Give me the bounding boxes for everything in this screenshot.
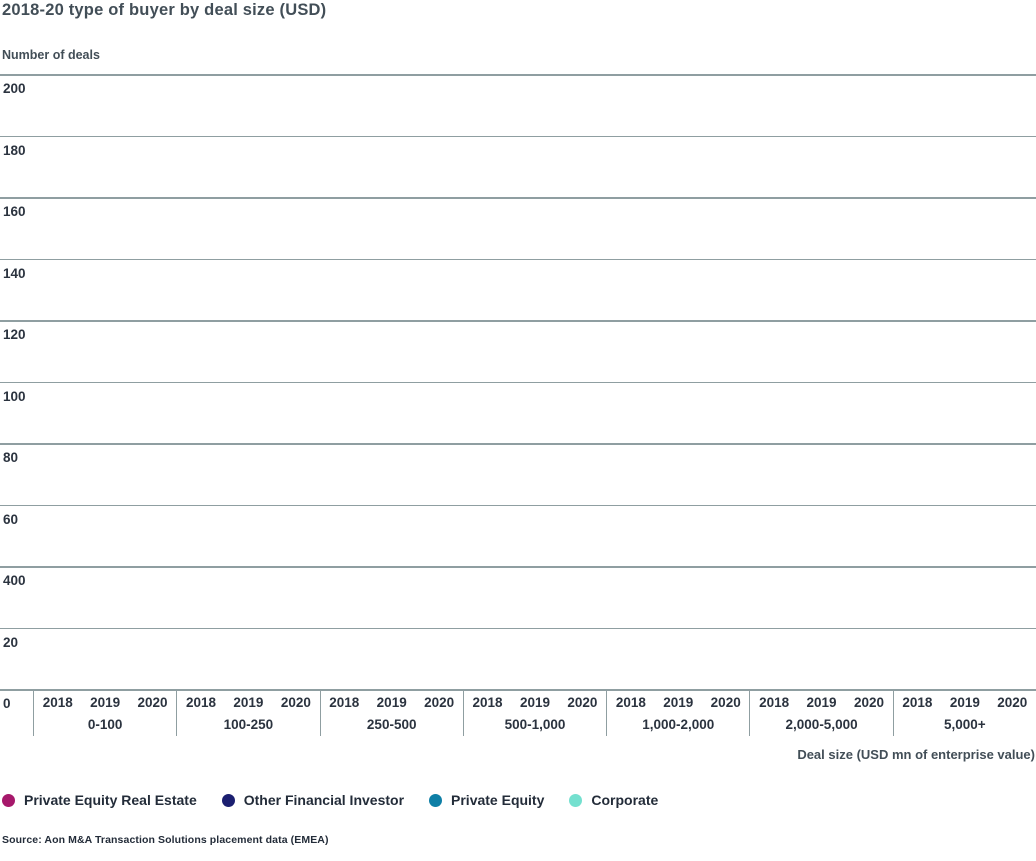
chart-title: 2018-20 type of buyer by deal size (USD) bbox=[2, 1, 327, 19]
legend: Private Equity Real Estate Other Financia… bbox=[2, 790, 658, 810]
deal-size-label: 0-100 bbox=[87, 717, 123, 732]
gridline bbox=[0, 258, 1036, 260]
year-label: 2020 bbox=[710, 695, 741, 710]
year-labels: 2018 2019 2020 bbox=[750, 695, 892, 710]
x-axis-group: 2018 2019 2020 250-500 bbox=[319, 690, 463, 736]
year-label: 2018 bbox=[615, 695, 646, 710]
year-label: 2020 bbox=[997, 695, 1028, 710]
year-labels: 2018 2019 2020 bbox=[464, 695, 606, 710]
year-label: 2020 bbox=[137, 695, 168, 710]
x-axis-group: 2018 2019 2020 5,000+ bbox=[892, 690, 1036, 736]
legend-item: Other Financial Investor bbox=[221, 792, 405, 808]
x-axis: 2018 2019 2020 0-100 2018 2019 2020 100-250 2018… bbox=[0, 690, 1036, 742]
y-tick-label: 80 bbox=[3, 450, 19, 465]
deal-size-label: 500-1,000 bbox=[504, 717, 566, 732]
year-labels: 2018 2019 2020 bbox=[607, 695, 749, 710]
x-axis-title: Deal size (USD mn of enterprise value) bbox=[797, 747, 1035, 762]
y-tick-label: 20 bbox=[3, 634, 19, 650]
year-label: 2020 bbox=[280, 695, 311, 710]
y-tick-label: 180 bbox=[3, 142, 26, 158]
gridline bbox=[0, 566, 1036, 568]
deal-size-label: 2,000-5,000 bbox=[785, 717, 858, 732]
year-label: 2018 bbox=[472, 695, 503, 710]
deal-size-label: 100-250 bbox=[223, 717, 274, 732]
year-label: 2018 bbox=[329, 695, 360, 710]
year-label: 2018 bbox=[42, 695, 73, 710]
x-axis-group: 2018 2019 2020 500-1,000 bbox=[462, 690, 606, 736]
source-note: Source: Aon M&A Transaction Solutions pl… bbox=[2, 834, 329, 846]
legend-dot-icon bbox=[2, 793, 15, 807]
plot-area: 200 180 160 140 120 100 80 60 400 20 0 bbox=[0, 74, 1036, 711]
year-labels: 2018 2019 2020 bbox=[177, 695, 319, 710]
year-labels: 2018 2019 2020 bbox=[321, 695, 463, 710]
year-label: 2019 bbox=[806, 695, 837, 710]
deal-size-label: 250-500 bbox=[366, 717, 417, 732]
legend-label: Other Financial Investor bbox=[243, 792, 405, 808]
gridline bbox=[0, 320, 1036, 322]
gridline bbox=[0, 197, 1036, 199]
year-label: 2020 bbox=[567, 695, 598, 710]
legend-label: Private Equity Real Estate bbox=[24, 792, 197, 808]
y-tick-label: 60 bbox=[3, 511, 19, 527]
x-axis-group: 2018 2019 2020 2,000-5,000 bbox=[749, 690, 892, 736]
gridline bbox=[0, 504, 1036, 506]
gridline bbox=[0, 627, 1036, 629]
y-axis-label: Number of deals bbox=[2, 48, 100, 62]
y-tick-label: 200 bbox=[3, 81, 26, 96]
gridline bbox=[0, 74, 1036, 76]
legend-dot-icon bbox=[429, 793, 443, 807]
y-tick-label: 160 bbox=[3, 204, 26, 219]
year-label: 2019 bbox=[233, 695, 264, 710]
year-label: 2019 bbox=[949, 695, 980, 710]
x-axis-group: 2018 2019 2020 0-100 bbox=[33, 690, 176, 736]
y-tick-label: 140 bbox=[3, 265, 26, 281]
gridline bbox=[0, 381, 1036, 383]
year-label: 2019 bbox=[519, 695, 550, 710]
gridline bbox=[0, 135, 1036, 137]
x-axis-group: 2018 2019 2020 1,000-2,000 bbox=[606, 690, 749, 736]
year-labels: 2018 2019 2020 bbox=[34, 695, 176, 710]
year-label: 2019 bbox=[376, 695, 407, 710]
year-label: 2020 bbox=[853, 695, 884, 710]
year-label: 2019 bbox=[90, 695, 121, 710]
legend-dot-icon bbox=[569, 793, 583, 807]
y-tick-label: 0 bbox=[3, 696, 11, 711]
gridline bbox=[0, 689, 1036, 691]
y-tick-label: 400 bbox=[3, 573, 26, 588]
y-tick-label: 120 bbox=[3, 327, 26, 342]
y-tick-label: 100 bbox=[3, 388, 26, 404]
legend-label: Corporate bbox=[591, 792, 659, 808]
year-label: 2020 bbox=[424, 695, 455, 710]
legend-label: Private Equity bbox=[451, 792, 545, 808]
year-label: 2018 bbox=[759, 695, 790, 710]
gridline bbox=[0, 443, 1036, 445]
legend-item: Private Equity bbox=[429, 792, 544, 808]
legend-item: Private Equity Real Estate bbox=[2, 792, 197, 808]
year-label: 2018 bbox=[902, 695, 933, 710]
year-labels: 2018 2019 2020 bbox=[894, 695, 1036, 710]
legend-item: Corporate bbox=[569, 792, 658, 808]
year-label: 2019 bbox=[663, 695, 694, 710]
year-label: 2018 bbox=[185, 695, 217, 710]
legend-dot-icon bbox=[221, 793, 235, 807]
deal-size-label: 5,000+ bbox=[944, 717, 986, 732]
x-axis-group: 2018 2019 2020 100-250 bbox=[176, 690, 319, 736]
deal-size-label: 1,000-2,000 bbox=[642, 717, 715, 732]
